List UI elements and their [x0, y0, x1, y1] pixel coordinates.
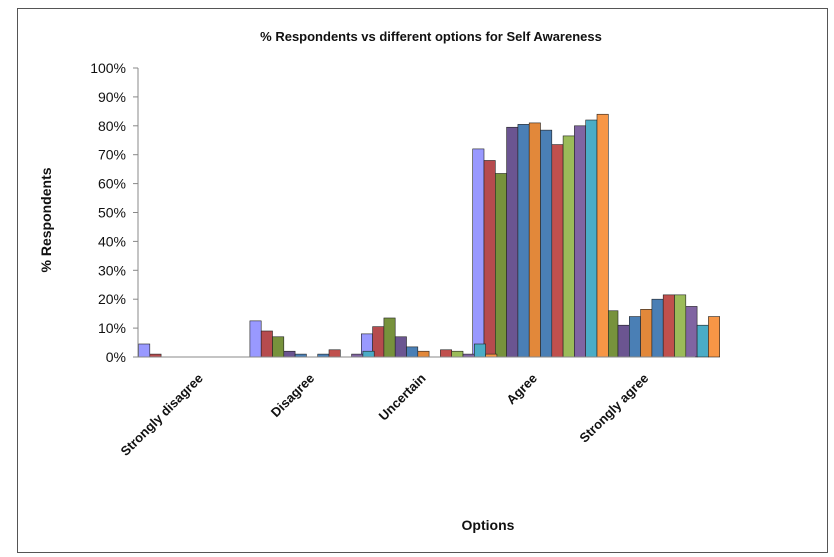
bar	[540, 129, 553, 358]
bar-chart: % Respondents vs different options for S…	[38, 29, 721, 533]
bar	[506, 126, 519, 358]
x-axis-title: Options	[462, 517, 515, 533]
y-tick-label: 50%	[98, 205, 126, 221]
bar	[328, 349, 341, 358]
bar	[662, 294, 675, 358]
y-tick-label: 10%	[98, 320, 126, 336]
bar	[562, 135, 575, 358]
bar	[596, 113, 609, 358]
bar	[585, 119, 598, 358]
bar	[685, 306, 698, 358]
y-axis-title: % Respondents	[38, 167, 54, 272]
bar	[406, 346, 419, 358]
y-tick-label: 100%	[90, 60, 126, 76]
bar	[628, 316, 641, 358]
bar	[451, 350, 464, 358]
y-tick-label: 20%	[98, 291, 126, 307]
bar	[640, 309, 653, 358]
bar	[708, 316, 721, 358]
bar	[674, 294, 687, 358]
bar	[417, 350, 430, 358]
x-category-label: Strongly disagree	[118, 371, 206, 459]
bar	[138, 343, 151, 358]
bar	[617, 324, 630, 358]
bar	[574, 125, 587, 358]
bar	[440, 349, 452, 358]
x-category-label: Uncertain	[376, 370, 429, 423]
bar	[651, 298, 664, 358]
x-category-label: Disagree	[268, 371, 317, 420]
bar	[383, 317, 396, 358]
bar	[483, 160, 496, 358]
bar	[528, 122, 541, 358]
y-tick-label: 0%	[106, 349, 126, 365]
bar	[394, 336, 407, 358]
y-tick-label: 70%	[98, 147, 126, 163]
y-tick-label: 60%	[98, 176, 126, 192]
x-category-label: Agree	[503, 371, 540, 408]
y-tick-label: 90%	[98, 89, 126, 105]
x-category-label: Strongly agree	[576, 371, 651, 446]
bar	[473, 343, 486, 358]
y-tick-label: 40%	[98, 233, 126, 249]
bar	[283, 350, 296, 358]
bars	[138, 113, 721, 358]
bar	[472, 148, 485, 358]
bar	[494, 173, 507, 358]
chart-frame: % Respondents vs different options for S…	[17, 8, 828, 553]
chart-title: % Respondents vs different options for S…	[260, 29, 602, 44]
bar	[551, 144, 564, 358]
y-axis-ticks: 0% 10% 20% 30% 40% 50% 60% 70% 80% 90% 100%	[90, 60, 138, 365]
y-tick-label: 80%	[98, 118, 126, 134]
bar	[517, 124, 530, 358]
bar	[696, 324, 709, 358]
bar	[362, 350, 375, 358]
bar	[260, 330, 273, 358]
y-tick-label: 30%	[98, 262, 126, 278]
x-axis-categories: Strongly disagree Disagree Uncertain Agree S…	[118, 370, 652, 458]
bar	[272, 336, 285, 358]
bar	[249, 320, 262, 358]
